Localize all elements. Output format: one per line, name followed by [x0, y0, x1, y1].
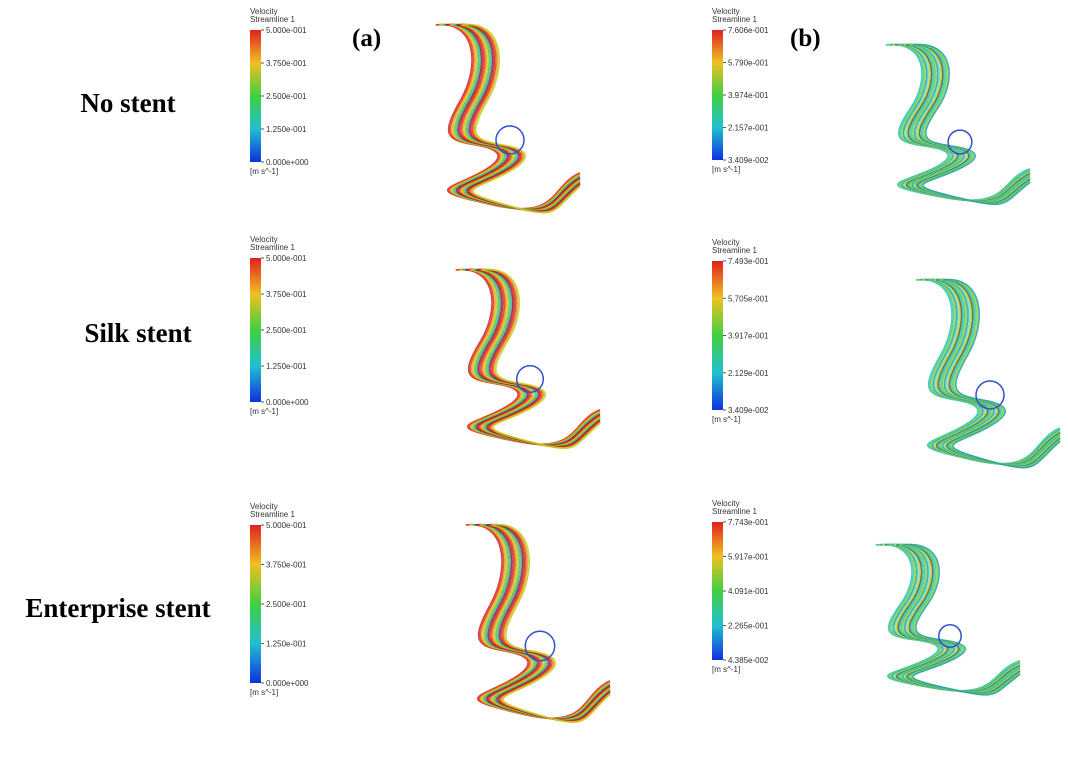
streamline-image: [915, 278, 1061, 469]
legend-tick-label: 7.493e-001: [728, 257, 769, 266]
colorbar: [712, 522, 723, 660]
legend-subtitle: Streamline 1: [250, 15, 295, 24]
aneurysm: [515, 364, 545, 394]
legend-title: Velocity: [712, 499, 740, 508]
streamline-image: [465, 524, 611, 723]
legend-tick-label: 2.500e-001: [266, 600, 307, 609]
legend-tick-label: 4.091e-001: [728, 587, 769, 596]
legend-tick-label: 2.157e-001: [728, 124, 769, 133]
streamline: [492, 524, 611, 723]
streamline-image: [455, 268, 601, 450]
legend-tick-label: 0.000e+000: [266, 158, 309, 167]
legend-subtitle: Streamline 1: [250, 510, 295, 519]
legend-tick-label: 2.500e-001: [266, 92, 307, 101]
legend-subtitle: Streamline 1: [250, 243, 295, 252]
legend-tick-label: 2.500e-001: [266, 326, 307, 335]
legend-unit: [m s^-1]: [250, 407, 278, 416]
legend-title: Velocity: [250, 7, 278, 16]
legend-tick-label: 1.250e-001: [266, 362, 307, 371]
streamline: [462, 23, 581, 214]
legend-tick-label: 3.750e-001: [266, 561, 307, 570]
legend-tick-label: 3.917e-001: [728, 332, 769, 341]
legend-unit: [m s^-1]: [712, 415, 740, 424]
legend-tick-label: 5.000e-001: [266, 521, 307, 530]
streamline: [912, 43, 1031, 206]
legend-tick-label: 3.409e-002: [728, 156, 769, 165]
legend-tick-label: 7.606e-001: [728, 26, 769, 35]
aneurysm: [938, 624, 962, 648]
panel-label: (a): [352, 25, 381, 52]
legend-tick-label: 5.790e-001: [728, 59, 769, 68]
row-label: Silk stent: [84, 318, 191, 348]
legend-tick-label: 3.409e-002: [728, 406, 769, 415]
aneurysm: [524, 630, 556, 662]
legend-tick-label: 4.385e-002: [728, 656, 769, 665]
legend-subtitle: Streamline 1: [712, 507, 757, 516]
legend-tick-label: 7.743e-001: [728, 518, 769, 527]
colorbar: [712, 261, 723, 410]
legend-tick-label: 2.129e-001: [728, 369, 769, 378]
legend-subtitle: Streamline 1: [712, 15, 757, 24]
row-label: No stent: [80, 88, 175, 118]
legend-unit: [m s^-1]: [250, 167, 278, 176]
colorbar: [712, 30, 723, 160]
legend-tick-label: 5.000e-001: [266, 26, 307, 35]
legend-unit: [m s^-1]: [712, 665, 740, 674]
legend-subtitle: Streamline 1: [712, 246, 757, 255]
legend-tick-label: 5.917e-001: [728, 553, 769, 562]
colorbar: [250, 525, 261, 683]
legend-tick-label: 3.974e-001: [728, 91, 769, 100]
streamline: [482, 268, 601, 450]
legend-tick-label: 0.000e+000: [266, 398, 309, 407]
legend-title: Velocity: [250, 235, 278, 244]
legend-tick-label: 0.000e+000: [266, 679, 309, 688]
streamline: [942, 278, 1061, 469]
aneurysm: [975, 380, 1005, 410]
streamline: [902, 543, 1021, 696]
legend-unit: [m s^-1]: [712, 165, 740, 174]
row-label: Enterprise stent: [25, 593, 210, 623]
legend-tick-label: 3.750e-001: [266, 290, 307, 299]
streamline-image: [875, 543, 1021, 696]
colorbar: [250, 258, 261, 402]
legend-tick-label: 1.250e-001: [266, 125, 307, 134]
legend-title: Velocity: [250, 502, 278, 511]
aneurysm: [495, 125, 525, 155]
legend-title: Velocity: [712, 7, 740, 16]
legend-tick-label: 5.000e-001: [266, 254, 307, 263]
legend-tick-label: 2.265e-001: [728, 622, 769, 631]
colorbar: [250, 30, 261, 162]
legend-tick-label: 3.750e-001: [266, 59, 307, 68]
streamline-image: [435, 23, 581, 214]
legend-tick-label: 1.250e-001: [266, 640, 307, 649]
aneurysm: [947, 129, 973, 155]
legend-title: Velocity: [712, 238, 740, 247]
legend-unit: [m s^-1]: [250, 688, 278, 697]
legend-tick-label: 5.705e-001: [728, 294, 769, 303]
streamline-image: [885, 43, 1031, 206]
panel-label: (b): [790, 25, 821, 52]
